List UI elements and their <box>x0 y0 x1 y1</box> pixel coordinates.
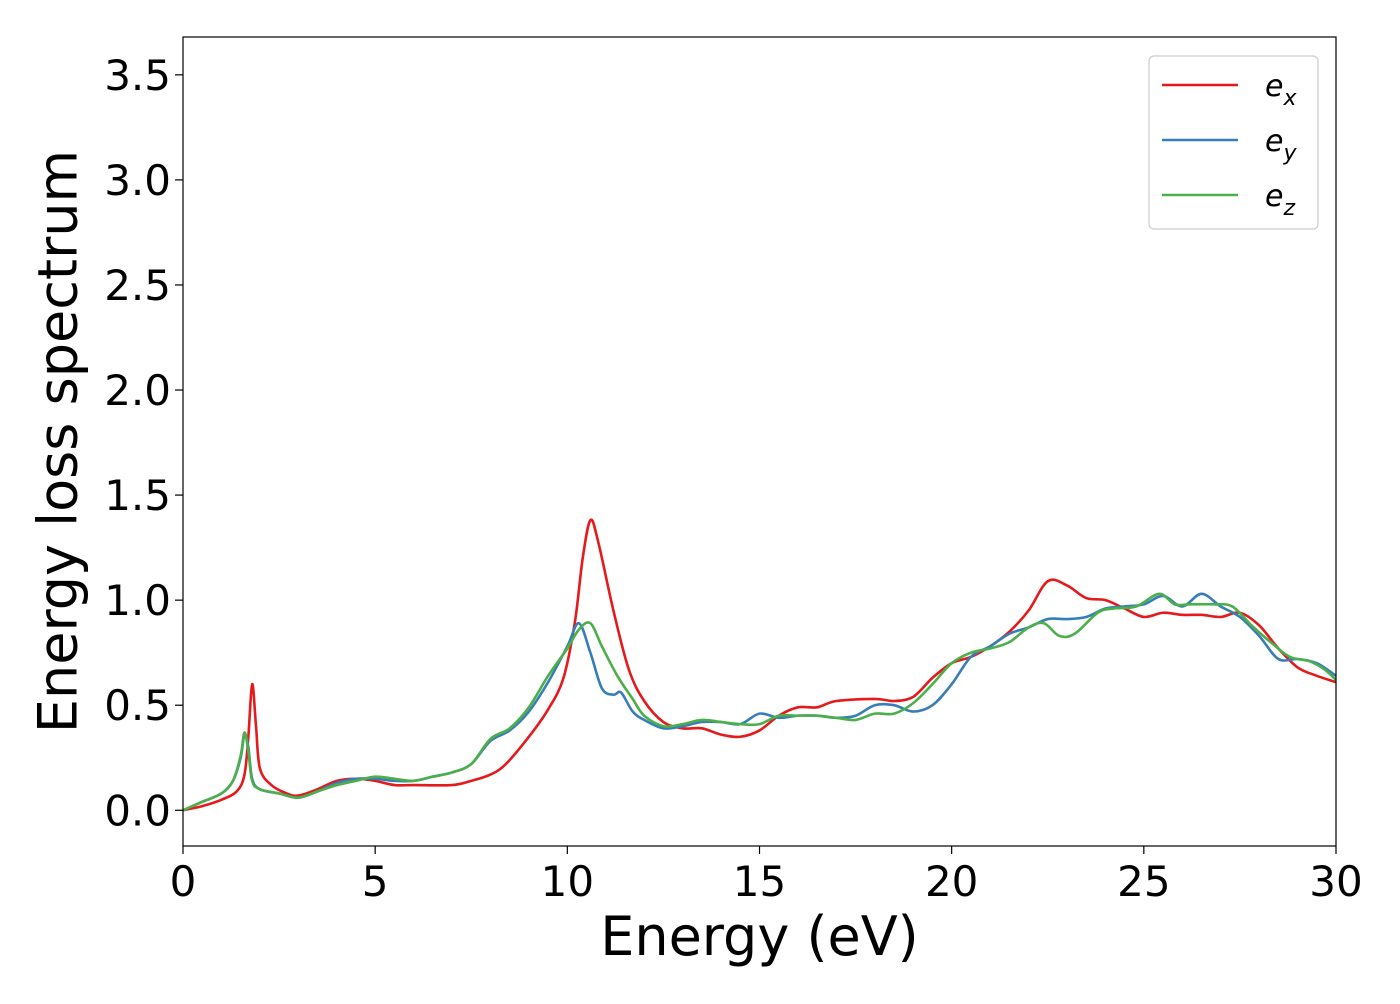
y-tick-label: 3.5 <box>104 51 171 100</box>
y-tick-label: 3.0 <box>104 156 171 205</box>
legend-label-y: ey <box>1265 124 1297 166</box>
x-tick-label: 5 <box>362 857 389 906</box>
plot-content <box>183 518 1336 812</box>
y-tick-label: 0.5 <box>104 681 171 730</box>
y-tick-label: 2.5 <box>104 261 171 310</box>
x-tick-label: 10 <box>541 857 594 906</box>
x-tick-label: 30 <box>1309 857 1362 906</box>
axes-layer: 0 5 10 15 20 25 30 0.0 0.5 1.0 1.5 2.0 2.5 3.0 3.5 Ener… <box>27 36 1363 968</box>
legend-label-x: ex <box>1265 69 1297 111</box>
x-tick-label: 25 <box>1117 857 1170 906</box>
y-tick-label: 1.5 <box>104 471 171 520</box>
x-tick-label: 15 <box>733 857 786 906</box>
legend-label-z: ez <box>1265 179 1295 221</box>
x-tick-label: 0 <box>170 857 197 906</box>
series-line-y <box>183 592 1336 812</box>
x-tick-label: 20 <box>925 857 978 906</box>
y-tick-label: 0.0 <box>104 786 171 835</box>
legend-box <box>1148 55 1319 230</box>
y-axis-title: Energy loss spectrum <box>27 150 90 733</box>
x-axis-title: Energy (eV) <box>600 905 919 968</box>
y-tick-label: 1.0 <box>104 576 171 625</box>
legend: ex ey ez <box>1148 55 1319 230</box>
y-tick-label: 2.0 <box>104 366 171 415</box>
series-line-x <box>183 518 1336 812</box>
series-line-z <box>183 592 1336 812</box>
